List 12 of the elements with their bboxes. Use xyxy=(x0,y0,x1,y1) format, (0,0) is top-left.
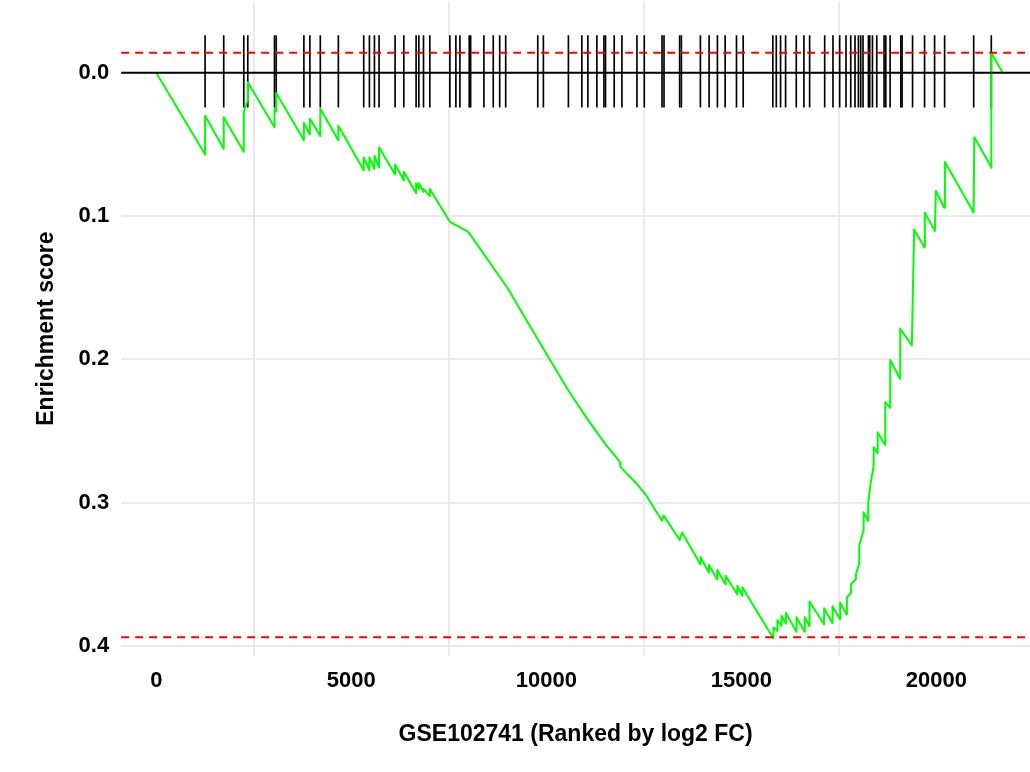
x-tick-label: 15000 xyxy=(710,667,772,693)
y-tick-label: 0.4 xyxy=(78,632,110,658)
x-axis-title: GSE102741 (Ranked by log2 FC) xyxy=(398,719,753,746)
x-tick-label: 5000 xyxy=(326,667,376,693)
y-tick-label: 0.1 xyxy=(78,202,110,228)
x-tick-label: 10000 xyxy=(515,667,577,693)
x-tick-label: 0 xyxy=(150,667,163,693)
y-axis-title: Enrichment score xyxy=(32,231,59,426)
x-tick-label: 20000 xyxy=(905,667,967,693)
y-tick-label: 0.3 xyxy=(78,488,110,514)
y-tick-label: 0.0 xyxy=(78,58,110,84)
y-tick-label: 0.2 xyxy=(78,345,110,371)
